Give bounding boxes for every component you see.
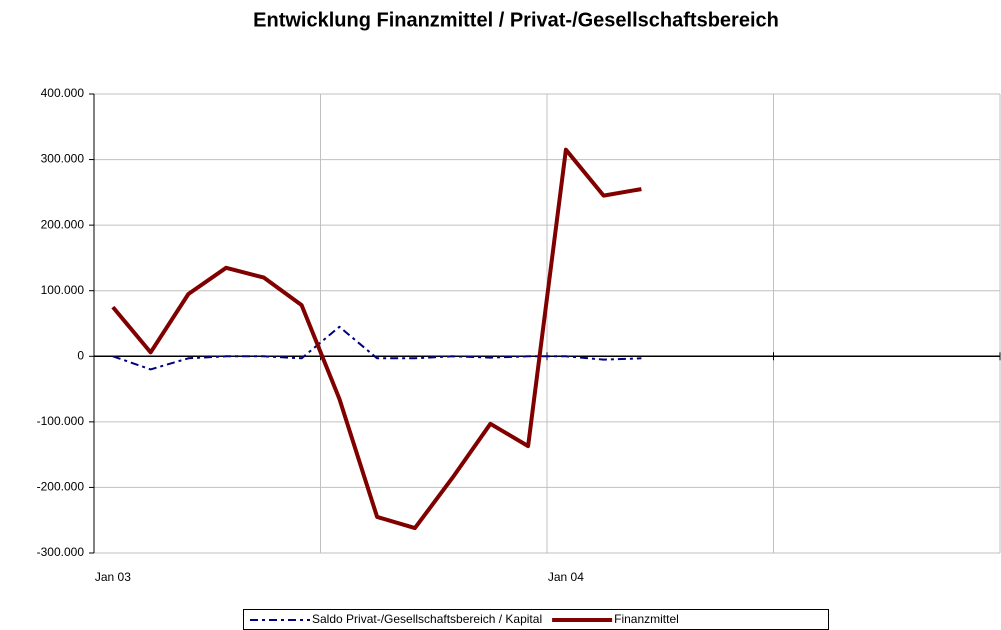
x-tick-label: Jan 04	[548, 570, 584, 584]
y-tick-label: -200.000	[37, 480, 85, 494]
y-tick-label: 200.000	[41, 217, 85, 231]
y-tick-label: 300.000	[41, 152, 85, 166]
y-tick-label: 100.000	[41, 283, 85, 297]
y-tick-label: -100.000	[37, 414, 85, 428]
y-tick-label: 0	[77, 348, 84, 362]
y-tick-label: -300.000	[37, 545, 85, 559]
series-line	[111, 147, 642, 531]
legend-label: Finanzmittel	[614, 612, 679, 626]
y-tick-label: 400.000	[41, 86, 85, 100]
legend-label: Saldo Privat-/Gesellschaftsbereich / Kap…	[312, 612, 542, 626]
x-tick-label: Jan 03	[95, 570, 131, 584]
series-line	[112, 325, 642, 371]
chart-title: Entwicklung Finanzmittel / Privat-/Gesel…	[253, 9, 779, 31]
